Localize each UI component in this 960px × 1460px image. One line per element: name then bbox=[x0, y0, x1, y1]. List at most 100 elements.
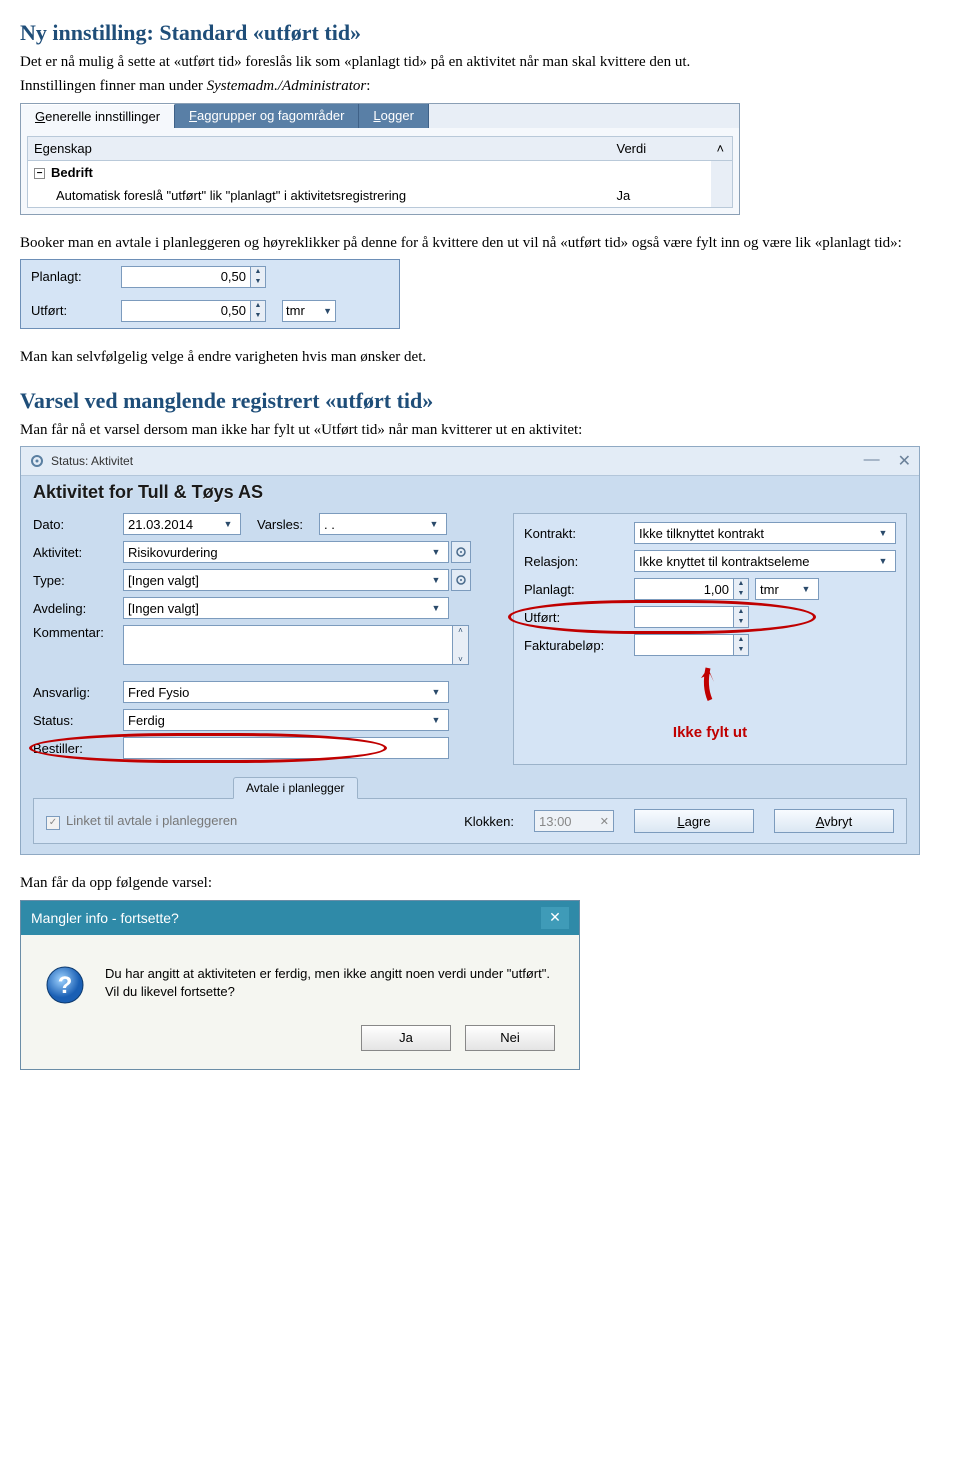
col-verdi: Verdi bbox=[611, 136, 711, 160]
utfort-input-r[interactable] bbox=[634, 606, 734, 628]
chevron-down-icon: ▼ bbox=[875, 556, 891, 566]
linket-checkbox[interactable]: ✓ bbox=[46, 816, 60, 830]
relasjon-value: Ikke knyttet til kontraktseleme bbox=[639, 554, 810, 569]
type-value: [Ingen valgt] bbox=[128, 573, 199, 588]
tab-generelle[interactable]: Generelle innstillinger bbox=[21, 104, 175, 128]
kommentar-label: Kommentar: bbox=[33, 625, 123, 640]
relasjon-label: Relasjon: bbox=[524, 554, 634, 569]
activity-subtitle: Aktivitet for Tull & Tøys AS bbox=[21, 476, 919, 513]
tab-avtale-planlegger[interactable]: Avtale i planlegger bbox=[233, 777, 358, 799]
utfort-unit-combo[interactable]: tmr▼ bbox=[282, 300, 336, 322]
planlagt-input-r[interactable] bbox=[634, 578, 734, 600]
varsles-label: Varsles: bbox=[257, 517, 319, 532]
planlagt-input[interactable] bbox=[121, 266, 251, 288]
tab-generelle-rest: enerelle innstillinger bbox=[45, 109, 160, 124]
msgbox-nei-button[interactable]: Nei bbox=[465, 1025, 555, 1051]
group-row-bedrift[interactable]: −Bedrift bbox=[28, 160, 733, 184]
collapse-icon[interactable]: − bbox=[34, 168, 45, 179]
para-varsel: Man får nå et varsel dersom man ikke har… bbox=[20, 420, 940, 440]
type-label: Type: bbox=[33, 573, 123, 588]
svg-text:?: ? bbox=[58, 972, 73, 999]
utfort-spinner-r[interactable]: ▲▼ bbox=[734, 606, 749, 628]
status-select[interactable]: Ferdig▼ bbox=[123, 709, 449, 731]
linket-label: Linket til avtale i planleggeren bbox=[66, 813, 237, 828]
dato-label: Dato: bbox=[33, 517, 123, 532]
setting-value: Ja bbox=[611, 184, 711, 208]
annotation-text: Ikke fylt ut bbox=[524, 724, 896, 741]
activity-titlebar: Status: Aktivitet — ✕ bbox=[21, 447, 919, 476]
msgbox-text: Du har angitt at aktiviteten er ferdig, … bbox=[105, 965, 555, 1001]
bestiller-input[interactable] bbox=[123, 737, 449, 759]
aktivitet-label: Aktivitet: bbox=[33, 545, 123, 560]
kommentar-textarea[interactable] bbox=[123, 625, 453, 665]
planlagt-label: Planlagt: bbox=[31, 269, 111, 284]
fakturabelop-input[interactable] bbox=[634, 634, 734, 656]
tab-faggrupper-key: F bbox=[189, 108, 197, 123]
status-label: Status: bbox=[33, 713, 123, 728]
planlagt-label-r: Planlagt: bbox=[524, 582, 634, 597]
planlagt-spinner[interactable]: ▲▼ bbox=[251, 266, 266, 288]
chevron-down-icon: ▼ bbox=[428, 687, 444, 697]
time-panel: Planlagt: ▲▼ Utført: ▲▼ tmr▼ bbox=[20, 259, 400, 329]
linket-checkbox-wrap[interactable]: ✓ Linket til avtale i planleggeren bbox=[46, 813, 237, 830]
msgbox-ja-button[interactable]: Ja bbox=[361, 1025, 451, 1051]
tab-logger[interactable]: Logger bbox=[359, 104, 428, 128]
kommentar-scrollbar[interactable]: ˄˅ bbox=[453, 625, 469, 665]
utfort-label-r: Utført: bbox=[524, 610, 634, 625]
varsles-value: . . bbox=[324, 517, 335, 532]
varsles-picker[interactable]: . . ▼ bbox=[319, 513, 447, 535]
avdeling-value: [Ingen valgt] bbox=[128, 601, 199, 616]
ansvarlig-label: Ansvarlig: bbox=[33, 685, 123, 700]
settings-grid: Egenskap Verdi ˄ −Bedrift Automatisk for… bbox=[27, 136, 733, 208]
dato-picker[interactable]: 21.03.2014▼ bbox=[123, 513, 241, 535]
ansvarlig-value: Fred Fysio bbox=[128, 685, 189, 700]
tab-faggrupper[interactable]: Faggrupper og fagområder bbox=[175, 104, 359, 128]
para-booker: Booker man en avtale i planleggeren og h… bbox=[20, 233, 940, 253]
ansvarlig-select[interactable]: Fred Fysio ▼ bbox=[123, 681, 449, 703]
settings-tabs: Generelle innstillinger Faggrupper og fa… bbox=[21, 104, 739, 128]
settings-window: Generelle innstillinger Faggrupper og fa… bbox=[20, 103, 740, 215]
tab-faggrupper-rest: aggrupper og fagområder bbox=[197, 108, 344, 123]
relasjon-select[interactable]: Ikke knyttet til kontraktseleme ▼ bbox=[634, 550, 896, 572]
lagre-rest: agre bbox=[685, 814, 711, 829]
kontrakt-select[interactable]: Ikke tilknyttet kontrakt▼ bbox=[634, 522, 896, 544]
lagre-button[interactable]: Lagre bbox=[634, 809, 754, 833]
klokken-value: 13:00 bbox=[539, 814, 572, 829]
group-bedrift-label: Bedrift bbox=[51, 165, 93, 180]
scroll-up-btn[interactable]: ˄ bbox=[711, 136, 733, 160]
minimize-button[interactable]: — bbox=[864, 451, 880, 471]
chevron-down-icon: ▼ bbox=[798, 584, 814, 594]
utfort-unit-text: tmr bbox=[286, 303, 305, 318]
para-endre-varighet: Man kan selvfølgelig velge å endre varig… bbox=[20, 347, 940, 367]
para-intro-1: Det er nå mulig å sette at «utført tid» … bbox=[20, 52, 940, 72]
kontrakt-label: Kontrakt: bbox=[524, 526, 634, 541]
avbryt-button[interactable]: Avbryt bbox=[774, 809, 894, 833]
close-button[interactable]: ✕ bbox=[898, 451, 911, 471]
tab-logger-rest: ogger bbox=[381, 108, 414, 123]
activity-window: Status: Aktivitet — ✕ Aktivitet for Tull… bbox=[20, 446, 920, 855]
aktivitet-select[interactable]: Risikovurdering▼ bbox=[123, 541, 449, 563]
annotation-arrow-icon bbox=[690, 662, 730, 702]
setting-row[interactable]: Automatisk foreslå "utført" lik "planlag… bbox=[28, 184, 733, 208]
tab-logger-key: L bbox=[373, 108, 380, 123]
heading-ny-innstilling: Ny innstilling: Standard «utført tid» bbox=[20, 20, 940, 46]
avdeling-select[interactable]: [Ingen valgt]▼ bbox=[123, 597, 449, 619]
para-intro-2: Innstillingen finner man under Systemadm… bbox=[20, 76, 940, 96]
type-gear-button[interactable] bbox=[451, 569, 471, 591]
utfort-spinner[interactable]: ▲▼ bbox=[251, 300, 266, 322]
para-intro-2-italic: Systemadm./Administrator bbox=[207, 78, 367, 94]
heading-varsel: Varsel ved manglende registrert «utført … bbox=[20, 388, 940, 414]
planlagt-spinner-r[interactable]: ▲▼ bbox=[734, 578, 749, 600]
msgbox-close-button[interactable]: ✕ bbox=[541, 907, 569, 929]
kontrakt-value: Ikke tilknyttet kontrakt bbox=[639, 526, 764, 541]
planlagt-unit-combo[interactable]: tmr▼ bbox=[755, 578, 819, 600]
col-egenskap: Egenskap bbox=[28, 136, 611, 160]
type-select[interactable]: [Ingen valgt]▼ bbox=[123, 569, 449, 591]
window-icon bbox=[29, 453, 45, 469]
fakturabelop-label: Fakturabeløp: bbox=[524, 638, 634, 653]
utfort-input[interactable] bbox=[121, 300, 251, 322]
avbryt-rest: vbryt bbox=[824, 814, 852, 829]
chevron-down-icon: ▼ bbox=[220, 519, 236, 529]
fakturabelop-spinner[interactable]: ▲▼ bbox=[734, 634, 749, 656]
aktivitet-gear-button[interactable] bbox=[451, 541, 471, 563]
